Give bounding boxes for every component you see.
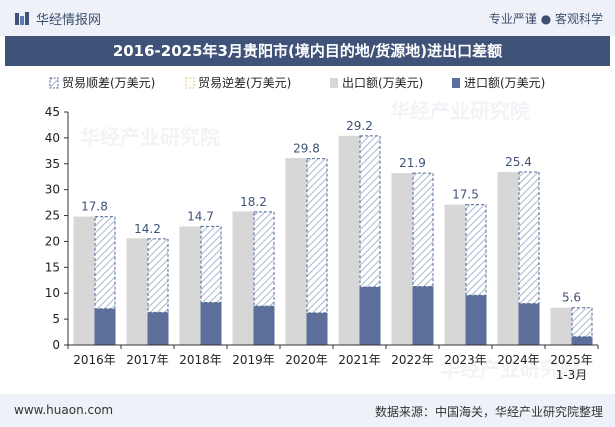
x-axis: 2016年 2017年 2018年 2019年 2020年 2021年 2022年 2023年… xyxy=(67,344,599,382)
footer: www.huaon.com 数据来源：中国海关，华经产业研究院整理 xyxy=(0,394,615,427)
watermark-text: 华经产业研究院 xyxy=(80,125,220,149)
import-bar xyxy=(518,303,540,345)
y-axis: 0 5 10 15 20 25 30 35 40 45 xyxy=(45,105,69,352)
legend-label: 贸易顺差(万美元) xyxy=(62,76,155,90)
surplus-value-label: 14.2 xyxy=(134,222,161,236)
website: www.huaon.com xyxy=(14,403,114,417)
export-bar xyxy=(232,211,254,345)
legend-swatch xyxy=(330,78,338,88)
y-tick-label: 30 xyxy=(45,183,60,197)
x-tick-label: 2025年 1-3月 xyxy=(550,353,593,382)
y-tick-label: 40 xyxy=(45,131,60,145)
legend-swatch xyxy=(185,77,195,89)
surplus-bar xyxy=(412,172,434,287)
brand: 华经情报网 xyxy=(14,9,101,28)
surplus-value-label: 17.8 xyxy=(81,200,108,214)
x-tick-label: 2017年 xyxy=(126,353,169,367)
import-bar xyxy=(412,286,434,345)
chart: 贸易顺差(万美元) 贸易逆差(万美元) 出口额(万美元) 进口额(万美元) 华经产业研… xyxy=(45,75,599,382)
export-bar xyxy=(126,238,148,345)
import-bar xyxy=(253,306,275,345)
y-tick-label: 10 xyxy=(45,286,60,300)
export-bar xyxy=(338,135,360,345)
import-bar xyxy=(571,336,593,345)
export-bar xyxy=(391,173,413,345)
surplus-value-label: 18.2 xyxy=(240,195,267,209)
import-bar xyxy=(200,302,222,345)
surplus-bar xyxy=(253,211,275,307)
surplus-value-label: 29.2 xyxy=(346,119,373,133)
y-tick-label: 15 xyxy=(45,260,60,274)
tagline: 专业严谨 ● 客观科学 xyxy=(488,12,603,26)
x-tick-label: 2018年 xyxy=(179,353,222,367)
import-bar xyxy=(306,312,328,345)
surplus-value-label: 14.7 xyxy=(187,209,214,223)
y-tick-label: 5 xyxy=(52,312,60,326)
legend-swatch xyxy=(49,77,59,89)
y-tick-label: 20 xyxy=(45,234,60,248)
surplus-bar xyxy=(359,135,381,288)
surplus-bar xyxy=(306,158,328,314)
x-tick-label: 2024年 xyxy=(497,353,540,367)
logo-icon xyxy=(15,11,29,25)
import-bar xyxy=(359,287,381,345)
surplus-value-label: 29.8 xyxy=(293,142,320,156)
legend-item: 贸易逆差(万美元) xyxy=(185,75,291,90)
y-tick-label: 45 xyxy=(45,105,60,119)
x-tick-label: 2020年 xyxy=(285,353,328,367)
export-bar xyxy=(73,216,95,345)
y-tick-label: 0 xyxy=(52,338,60,352)
surplus-bar xyxy=(147,238,169,313)
import-bar xyxy=(94,308,116,345)
surplus-bar xyxy=(200,225,222,304)
data-source: 数据来源：中国海关，华经产业研究院整理 xyxy=(374,405,603,419)
export-bar xyxy=(285,158,307,345)
y-tick-label: 25 xyxy=(45,209,60,223)
surplus-value-label: 17.5 xyxy=(452,188,479,202)
surplus-bar xyxy=(94,216,116,310)
import-bar xyxy=(465,295,487,345)
surplus-value-label: 25.4 xyxy=(505,155,532,169)
surplus-bar xyxy=(518,171,540,305)
top-banner: 华经情报网 专业严谨 ● 客观科学 xyxy=(0,0,615,36)
x-tick-label: 2023年 xyxy=(444,353,487,367)
legend-item: 进口额(万美元) xyxy=(452,76,545,90)
legend: 贸易顺差(万美元) 贸易逆差(万美元) 出口额(万美元) 进口额(万美元) xyxy=(49,75,545,90)
x-tick-label: 2022年 xyxy=(391,353,434,367)
legend-swatch xyxy=(452,78,460,88)
surplus-value-label: 21.9 xyxy=(399,156,426,170)
title-bar: 2016-2025年3月贵阳市(境内目的地/货源地)进出口差额 xyxy=(5,36,610,66)
y-tick-label: 35 xyxy=(45,157,60,171)
x-tick-label: 2021年 xyxy=(338,353,381,367)
export-bar xyxy=(497,172,519,345)
legend-label: 出口额(万美元) xyxy=(342,76,423,90)
watermark-text: 华经产业研究院 xyxy=(440,357,580,381)
brand-name: 华经情报网 xyxy=(36,13,102,28)
surplus-bar xyxy=(571,307,593,338)
x-tick-label: 2019年 xyxy=(232,353,275,367)
chart-title: 2016-2025年3月贵阳市(境内目的地/货源地)进出口差额 xyxy=(112,42,503,60)
import-bar xyxy=(147,312,169,345)
surplus-bar xyxy=(465,204,487,296)
surplus-value-label: 5.6 xyxy=(562,291,581,305)
bars: 17.8 14.2 14.7 18.2 29.8 29.2 21.9 17.5 25.4 5.6 xyxy=(73,119,593,345)
export-bar xyxy=(550,307,572,345)
x-tick-label: 2016年 xyxy=(73,353,116,367)
export-bar xyxy=(444,204,466,345)
legend-label: 进口额(万美元) xyxy=(464,76,545,90)
legend-item: 贸易顺差(万美元) xyxy=(49,76,155,90)
watermark-text: 华经产业研究院 xyxy=(390,99,530,123)
legend-label: 贸易逆差(万美元) xyxy=(198,75,291,90)
export-bar xyxy=(179,226,201,345)
legend-item: 出口额(万美元) xyxy=(330,76,423,90)
